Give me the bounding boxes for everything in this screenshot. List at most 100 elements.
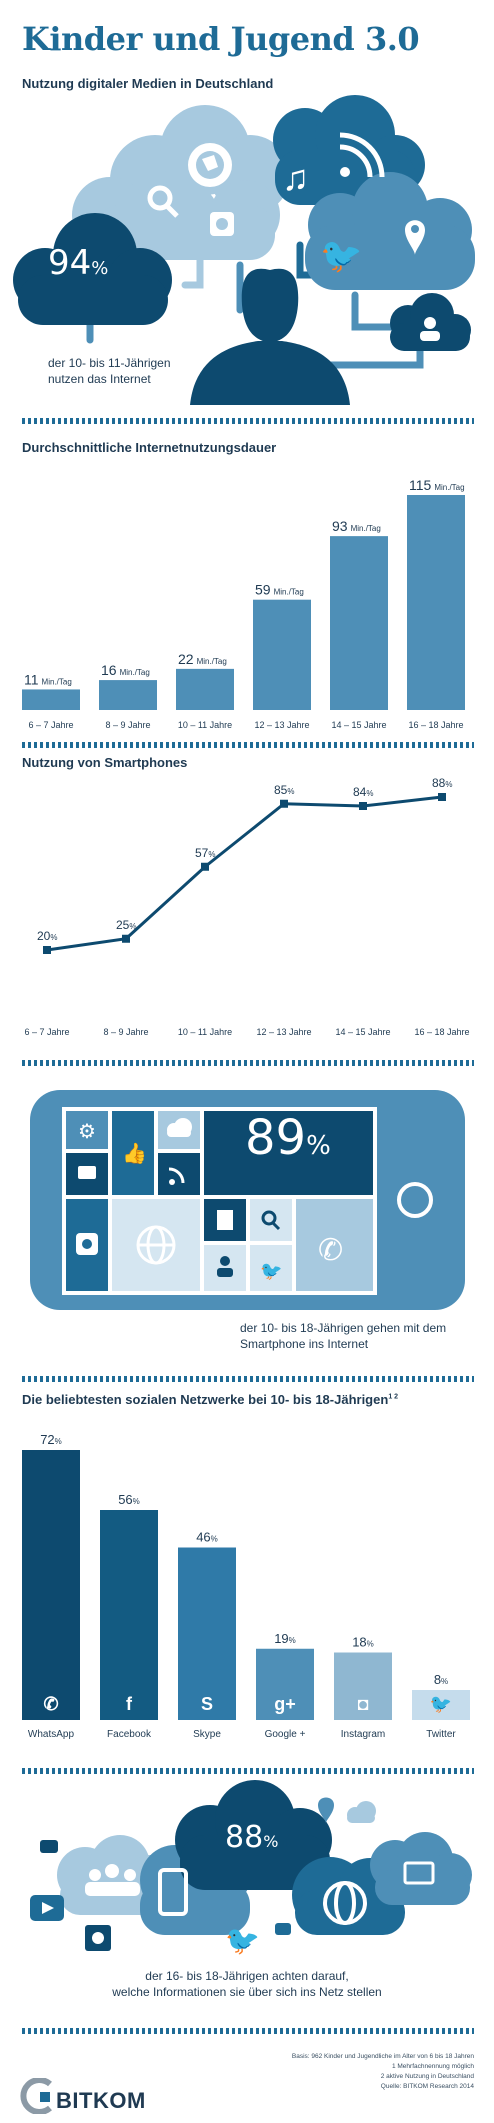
- category-label: Twitter: [426, 1729, 456, 1740]
- user-tile-icon: [217, 1256, 233, 1277]
- point-value-label: 25%: [116, 918, 136, 932]
- small-chat-bubble: [40, 1840, 58, 1853]
- bar: [100, 1510, 158, 1720]
- hero-percent: 94%: [48, 243, 109, 283]
- data-point: [201, 862, 209, 871]
- bar-value-label: 46%: [196, 1530, 218, 1545]
- cloud-medium: [305, 172, 475, 290]
- tile-search: [250, 1199, 292, 1241]
- bar: [22, 689, 80, 710]
- bubble-right: [292, 1857, 405, 1935]
- page-title: Kinder und Jugend 3.0: [22, 20, 420, 58]
- category-label: 14 – 15 Jahre: [331, 720, 386, 730]
- category-label: 14 – 15 Jahre: [335, 1027, 390, 1037]
- bar: [176, 668, 234, 710]
- point-value-label: 57%: [195, 846, 215, 860]
- divider: [22, 1768, 474, 1774]
- twitter-bird-icon: 🐦: [225, 1925, 260, 1956]
- chart3-title: Die beliebtesten sozialen Netzwerke bei …: [22, 1392, 399, 1407]
- tile-settings: [66, 1111, 108, 1149]
- footnote-source: Quelle: BITKOM Research 2014: [380, 2083, 474, 2090]
- series-line: [46, 795, 443, 952]
- category-label: 16 – 18 Jahre: [414, 1027, 469, 1037]
- globe-icon: [188, 143, 232, 187]
- tile-twitter: [250, 1245, 292, 1291]
- people-icon: [85, 1864, 140, 1896]
- chart-smartphone-usage: 20% 6 – 7 Jahre 25% 8 – 9 Jahre 57% 10 – 11 J…: [24, 776, 469, 1037]
- divider: [22, 1376, 474, 1382]
- twitter-bird-icon: 🐦: [320, 237, 362, 275]
- twitter-icon: 🐦: [430, 1694, 452, 1714]
- category-label: 12 – 13 Jahre: [254, 720, 309, 730]
- search-icon: [147, 185, 179, 218]
- skype-icon: S: [201, 1694, 213, 1714]
- data-point: [43, 946, 51, 954]
- globe-icon: [323, 1881, 367, 1925]
- bitkom-logo-mark: [20, 2078, 52, 2114]
- bar: [22, 1450, 80, 1720]
- phone-handset-icon: ✆: [318, 1234, 343, 1267]
- bitkom-logo: BITKOM: [56, 2088, 146, 2113]
- chart1-title: Durchschnittliche Internetnutzungsdauer: [22, 440, 277, 455]
- instagram-icon: ◘: [358, 1694, 369, 1714]
- hero-caption: der 10- bis 11-Jährigen nutzen das Intern…: [48, 356, 171, 386]
- phone-home-button: [397, 1182, 433, 1218]
- category-label: 8 – 9 Jahre: [103, 1027, 148, 1037]
- bar: [256, 1648, 314, 1720]
- thumbs-up-icon: 👍: [122, 1141, 147, 1165]
- category-label: 16 – 18 Jahre: [408, 720, 463, 730]
- twitter-tile-icon: 🐦: [260, 1261, 282, 1281]
- address-book-icon: [217, 1210, 233, 1230]
- rss-icon: [339, 132, 385, 178]
- person-silhouette: [190, 268, 350, 405]
- footnote-base: Basis: 962 Kinder und Jugendliche im Alt…: [291, 2053, 474, 2060]
- category-label: WhatsApp: [28, 1729, 75, 1740]
- category-label: 12 – 13 Jahre: [256, 1027, 311, 1037]
- instagram-icon: [210, 212, 234, 236]
- footnote-2: 2 aktive Nutzung in Deutschland: [380, 2073, 474, 2080]
- hero-illustration: ♫ 🐦: [13, 95, 475, 405]
- small-chat-bubble-2: [275, 1923, 291, 1935]
- footnote-1: 1 Mehrfachnennung möglich: [391, 2063, 474, 2070]
- point-value-label: 20%: [37, 929, 57, 943]
- bar-value-label: 16 Min./Tag: [101, 662, 150, 678]
- bar: [330, 536, 388, 710]
- phone-caption: der 10- bis 18-Jährigen gehen mit dem Sma…: [240, 1321, 447, 1351]
- cloud-icon: [167, 1118, 192, 1137]
- bar-value-label: 93 Min./Tag: [332, 518, 381, 534]
- whatsapp-icon: ✆: [43, 1694, 58, 1714]
- divider: [22, 418, 474, 424]
- category-label: 10 – 11 Jahre: [178, 720, 232, 730]
- bar-value-label: 56%: [118, 1492, 140, 1507]
- bar: [178, 1547, 236, 1720]
- bar-value-label: 115 Min./Tag: [409, 477, 465, 493]
- data-point: [122, 934, 130, 943]
- point-value-label: 85%: [274, 783, 294, 797]
- instagram-icon: [85, 1925, 111, 1951]
- bar-value-label: 8%: [434, 1672, 448, 1687]
- facebook-icon: f: [126, 1694, 133, 1714]
- point-value-label: 84%: [353, 785, 373, 799]
- bubble-main: [175, 1780, 332, 1890]
- gear-icon: ⚙: [78, 1121, 96, 1143]
- phone-percent: 89%: [245, 1110, 331, 1166]
- bar: [99, 680, 157, 710]
- globe-tile-icon: [136, 1225, 176, 1265]
- cloud-icon: [347, 1801, 376, 1823]
- bubble-far-right: [370, 1832, 472, 1905]
- chart-usage-duration: 11 Min./Tag 6 – 7 Jahre 16 Min./Tag 8 – 9 Jah…: [22, 477, 465, 730]
- point-value-label: 88%: [432, 776, 452, 790]
- smartphone-illustration: ⚙ 👍 ✆ 🐦: [30, 1090, 465, 1310]
- location-pin-icon: [318, 1797, 334, 1823]
- data-point: [280, 799, 288, 808]
- footnotes: Basis: 962 Kinder und Jugendliche im Alt…: [194, 2052, 474, 2092]
- data-point: [438, 793, 446, 801]
- bar-value-label: 19%: [274, 1631, 296, 1646]
- bar: [407, 495, 465, 710]
- rss-tile-icon: [168, 1167, 185, 1185]
- bar-value-label: 11 Min./Tag: [24, 671, 72, 687]
- tile-like: [112, 1111, 154, 1195]
- location-pin-icon: [405, 220, 425, 255]
- divider: [22, 742, 474, 748]
- user-icon: [420, 317, 440, 341]
